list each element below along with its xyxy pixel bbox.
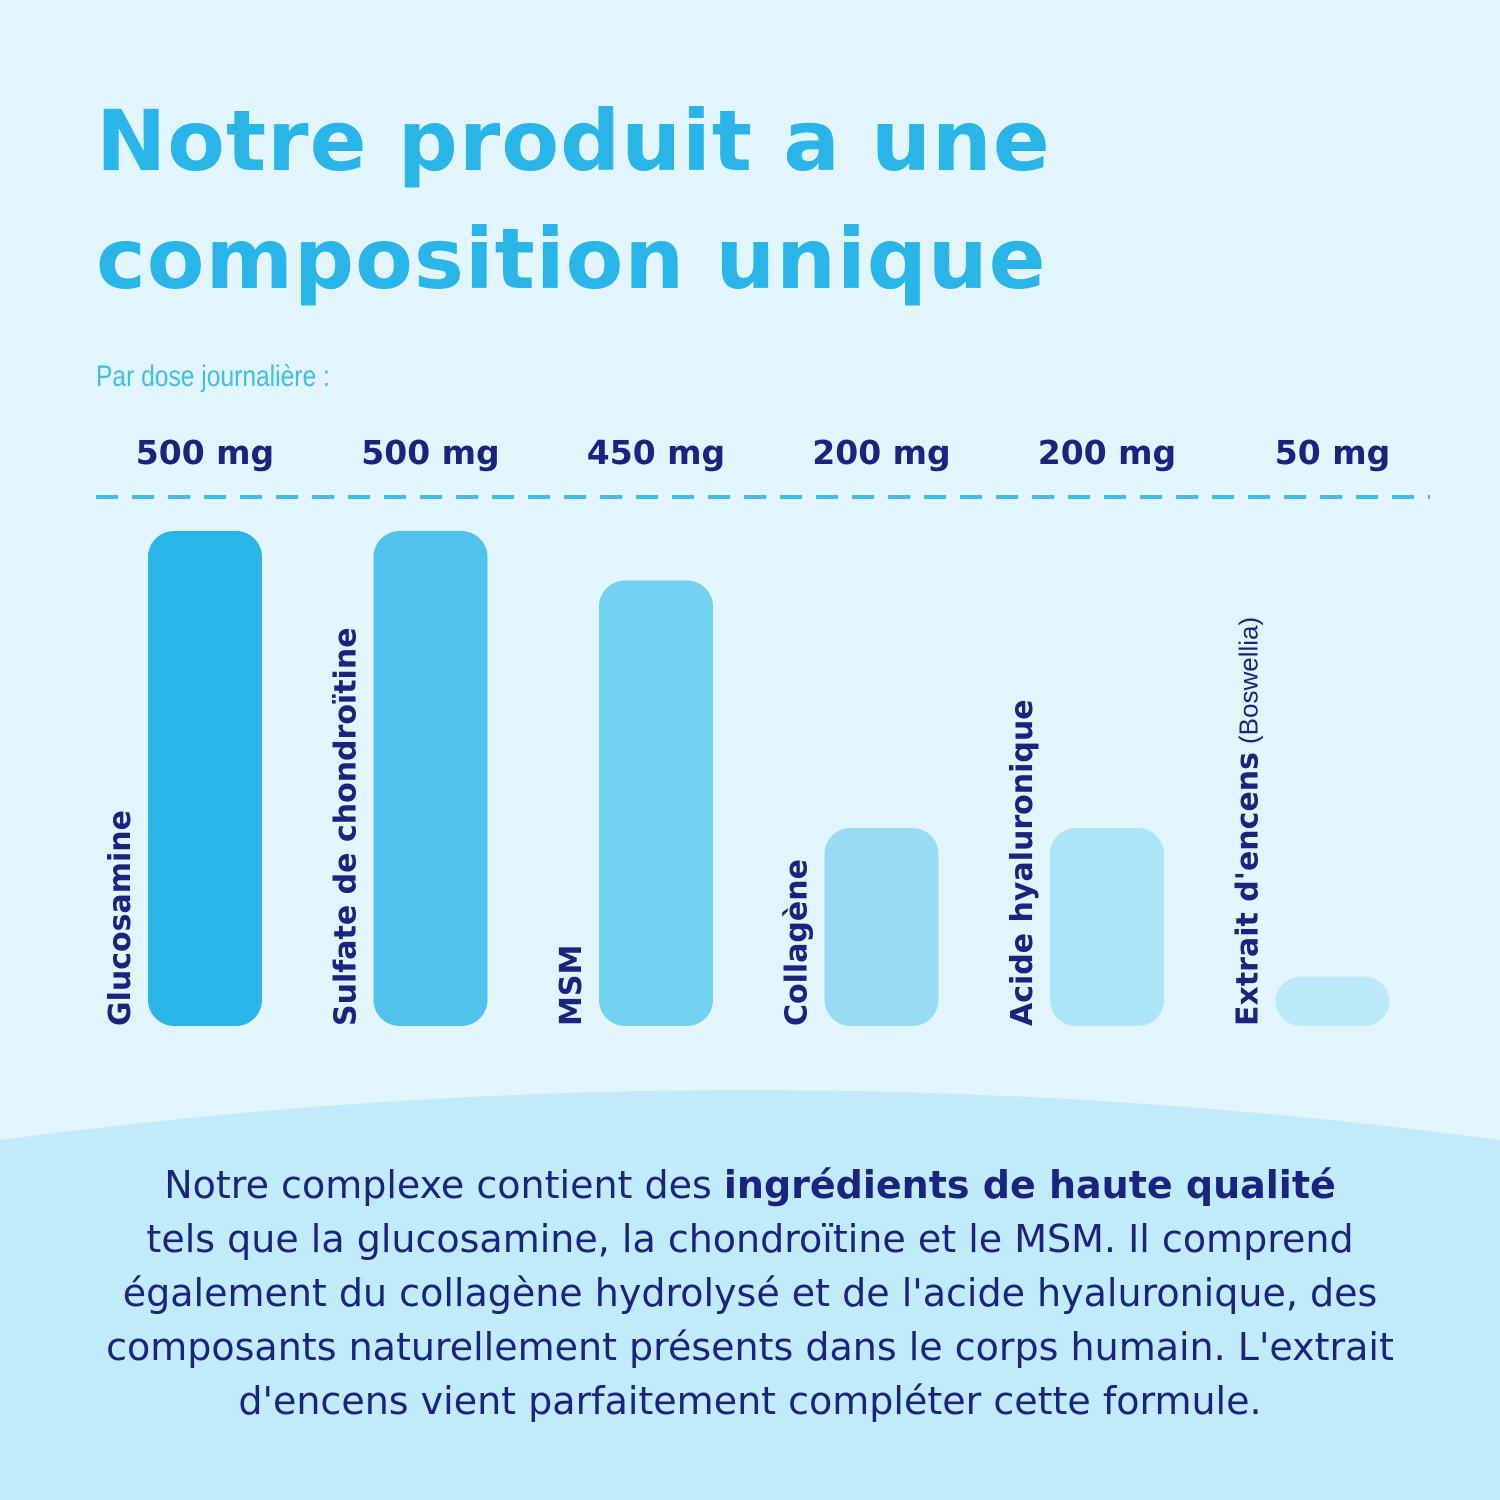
value-label: 50 mg: [1275, 433, 1390, 472]
chart-subtitle: Par dose journalière :: [96, 360, 330, 393]
value-label: 500 mg: [136, 433, 274, 472]
description-text: Notre complexe contient des ingrédients …: [40, 1158, 1460, 1428]
title-line-2: composition unique: [96, 210, 1047, 308]
category-label: Glucosamine: [103, 810, 138, 1026]
bar: [599, 580, 713, 1026]
value-label: 500 mg: [361, 433, 499, 472]
bottom-panel-shape: [0, 1090, 1500, 1500]
value-label: 450 mg: [587, 433, 725, 472]
bar: [1275, 976, 1390, 1026]
bar: [373, 531, 488, 1026]
category-label: Acide hyaluronique: [1005, 699, 1040, 1026]
ingredient-bar-chart: 500 mg Glucosamine 500 mg Sulfate de chondr…: [96, 433, 1430, 1026]
bar: [824, 828, 939, 1026]
description-intro: Notre complexe contient des: [164, 1163, 724, 1207]
description-body: tels que la glucosamine, la chondroïtine…: [106, 1217, 1394, 1423]
category-label: Extrait d'encens(Boswellia): [1231, 617, 1266, 1026]
bar: [148, 531, 262, 1026]
page-title: Notre produit a une composition unique: [96, 82, 1051, 318]
category-note: (Boswellia): [1234, 617, 1264, 744]
description-highlight: ingrédients de haute qualité: [723, 1163, 1336, 1207]
category-label: Sulfate de chondroïtine: [329, 627, 364, 1026]
title-line-1: Notre produit a une: [96, 92, 1051, 190]
value-label: 200 mg: [1038, 433, 1176, 472]
value-label: 200 mg: [812, 433, 950, 472]
category-label: MSM: [554, 945, 589, 1026]
bar: [1050, 828, 1164, 1026]
category-label: Collagène: [780, 859, 815, 1026]
bottom-panel: [0, 1090, 1500, 1500]
